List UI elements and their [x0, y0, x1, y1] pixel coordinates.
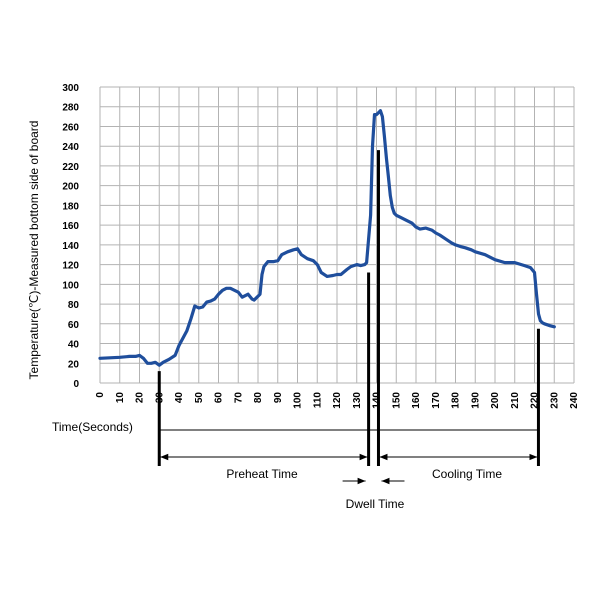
x-tick-label: 220 [530, 392, 541, 409]
y-tick-label: 0 [73, 379, 79, 390]
x-tick-label: 40 [174, 392, 185, 404]
y-tick-label: 100 [62, 280, 79, 291]
y-tick-label: 160 [62, 221, 79, 232]
y-tick-label: 300 [62, 83, 79, 94]
y-tick-label: 120 [62, 261, 79, 272]
phase-markers [157, 150, 540, 466]
x-tick-label: 170 [431, 392, 442, 409]
x-tick-label: 20 [135, 392, 146, 404]
x-tick-label: 130 [352, 392, 363, 409]
y-tick-label: 180 [62, 201, 79, 212]
y-axis-label: Temperature(℃)-Measured bottom side of b… [27, 121, 41, 380]
preheat-time-label: Preheat Time [226, 467, 298, 481]
y-tick-label: 220 [62, 162, 79, 173]
x-tick-label: 120 [332, 392, 343, 409]
x-tick-label: 110 [312, 392, 323, 409]
dwell-time-label: Dwell Time [346, 497, 405, 511]
x-tick-label: 210 [510, 392, 521, 409]
x-tick-label: 150 [391, 392, 402, 409]
cooling-time-label: Cooling Time [432, 467, 502, 481]
x-tick-label: 240 [569, 392, 580, 409]
x-axis-label: Time(Seconds) [52, 420, 133, 434]
y-tick-label: 200 [62, 182, 79, 193]
x-tick-label: 50 [194, 392, 205, 404]
x-tick-label: 230 [549, 392, 560, 409]
x-tick-label: 10 [115, 392, 126, 404]
phase-dimension-lines [159, 429, 539, 485]
y-tick-label: 280 [62, 103, 79, 114]
plot-area [98, 109, 556, 367]
x-tick-label: 160 [411, 392, 422, 409]
y-tick-label: 60 [68, 320, 80, 331]
y-tick-label: 20 [68, 359, 80, 370]
y-tick-label: 80 [68, 300, 80, 311]
x-tick-label: 0 [95, 392, 106, 398]
x-tick-label: 100 [293, 392, 304, 409]
y-tick-label: 140 [62, 241, 79, 252]
x-tick-label: 90 [273, 392, 284, 404]
x-tick-label: 70 [233, 392, 244, 404]
y-tick-label: 40 [68, 340, 80, 351]
x-tick-label: 190 [470, 392, 481, 409]
x-tick-label: 80 [253, 392, 264, 404]
x-tick-label: 200 [490, 392, 501, 409]
x-tick-label: 60 [214, 392, 225, 404]
y-tick-labels: 0 20 40 60 80 100 120 140 160 180 200 220 240 260 280 3… [62, 83, 79, 390]
x-tick-labels: 0102030405060708090100110120130140150160… [95, 392, 580, 409]
x-tick-label: 180 [451, 392, 462, 409]
y-tick-label: 240 [62, 142, 79, 153]
temperature-curve [98, 109, 556, 367]
y-tick-label: 260 [62, 122, 79, 133]
chart-grid [99, 86, 575, 384]
